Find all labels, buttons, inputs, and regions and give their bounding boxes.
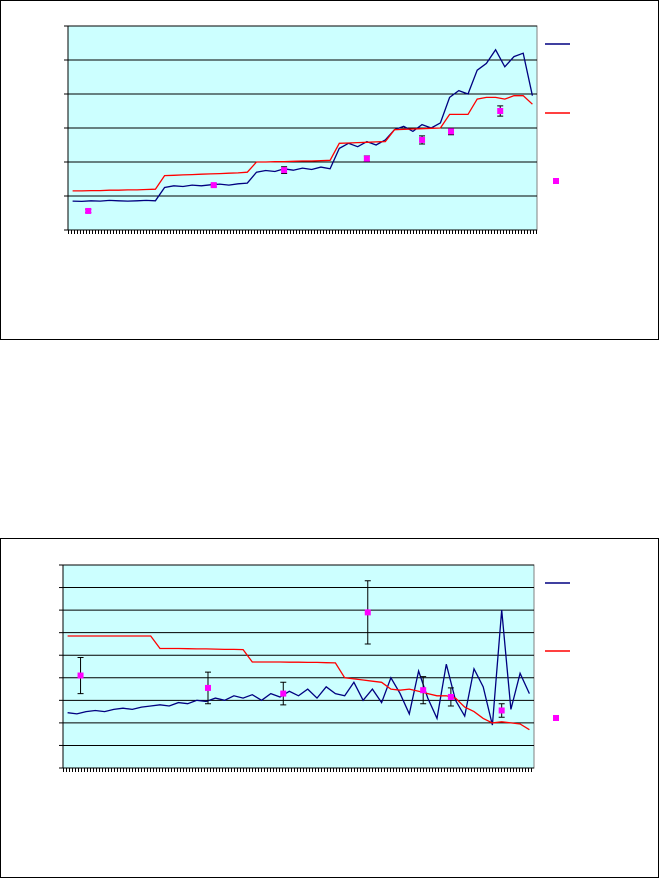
data-line xyxy=(72,48,534,203)
scatter-point xyxy=(204,684,211,691)
scatter-point xyxy=(280,690,287,697)
scatter-point xyxy=(85,207,92,214)
legend-marker xyxy=(553,715,559,721)
scatter-point xyxy=(77,672,84,679)
scatter-point xyxy=(419,136,426,143)
scatter-point xyxy=(447,693,454,700)
scatter-point xyxy=(498,707,505,714)
scatter-point xyxy=(281,167,288,174)
scatter-point xyxy=(210,182,217,189)
scatter-point xyxy=(363,155,370,162)
data-line xyxy=(72,95,533,192)
legend-marker xyxy=(553,178,559,184)
scatter-point xyxy=(364,609,371,616)
scatter-point xyxy=(497,108,504,114)
plot-area xyxy=(62,564,535,769)
scatter-point xyxy=(448,128,455,135)
scatter-point xyxy=(420,687,427,694)
